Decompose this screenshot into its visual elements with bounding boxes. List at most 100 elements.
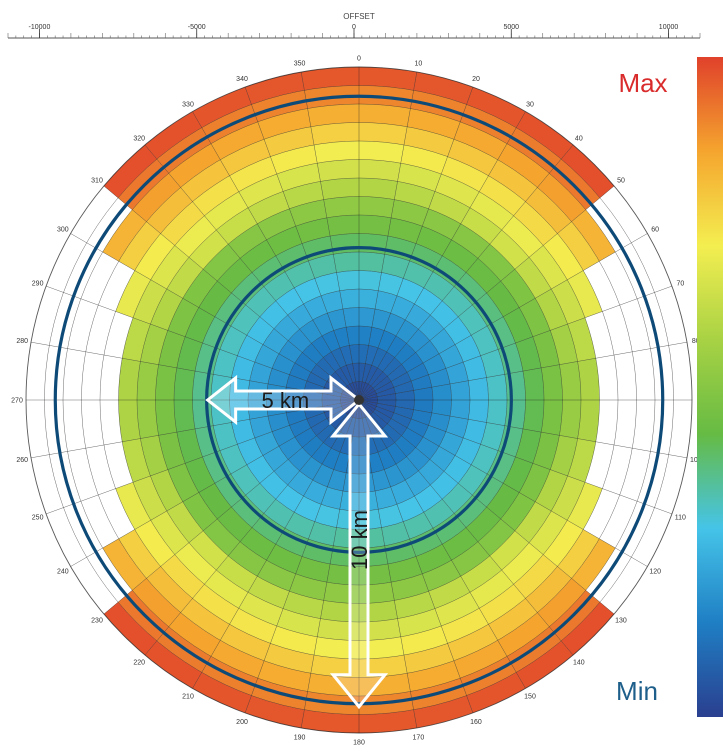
heatmap-cell: [228, 223, 267, 259]
heatmap-cell: [174, 542, 217, 585]
azimuth-label: 20: [472, 76, 480, 83]
heatmap-cell: [320, 178, 359, 200]
heatmap-cell: [571, 209, 616, 262]
heatmap-cell: [302, 343, 324, 365]
heatmap-cell: [155, 400, 177, 436]
heatmap-cell: [278, 437, 303, 460]
label-10km: 10 km: [347, 510, 372, 570]
heatmap-cell: [176, 336, 203, 372]
heatmap-cell: [442, 527, 478, 561]
heatmap-cell: [497, 143, 550, 188]
heatmap-cell: [216, 555, 258, 593]
heatmap-cell: [272, 353, 295, 375]
heatmap-cell: [407, 660, 461, 692]
heatmap-cell: [400, 144, 448, 175]
heatmap-cell: [276, 163, 321, 192]
heatmap-cell: [359, 509, 382, 530]
heatmap-cell: [375, 406, 394, 419]
heatmap-cell: [503, 307, 533, 344]
heatmap-cell: [286, 409, 307, 426]
heatmap-cell: [192, 175, 239, 216]
heatmap-cell: [220, 139, 271, 176]
heatmap-cell: [311, 335, 332, 358]
heatmap-cell: [403, 643, 454, 674]
heatmap-cell: [557, 529, 600, 579]
label-5km: 5 km: [261, 388, 309, 413]
heatmap-cell: [486, 281, 520, 317]
heatmap-cell: [567, 270, 603, 318]
heatmap-cell: [245, 483, 276, 514]
grid-spoke: [358, 399, 687, 459]
heatmap-cell: [362, 363, 372, 383]
heatmap-cell: [541, 364, 563, 400]
heatmap-cell: [391, 372, 412, 388]
azimuth-label: 60: [651, 227, 659, 234]
heatmap-cell: [535, 469, 568, 511]
heatmap-cell: [272, 425, 295, 447]
heatmap-cell: [202, 316, 231, 350]
heatmap-cell: [497, 612, 550, 657]
heatmap-cell: [275, 243, 309, 272]
heatmap-cell: [150, 245, 189, 289]
azimuth-label: 10: [414, 61, 422, 68]
heatmap-cell: [441, 156, 489, 192]
heatmap-cell: [365, 416, 378, 435]
heatmap-cell: [180, 159, 230, 202]
heatmap-cell: [308, 254, 337, 279]
heatmap-cell: [428, 412, 451, 432]
heatmap-cell: [204, 570, 248, 609]
azimuth-label: 110: [675, 514, 686, 521]
heatmap-cell: [418, 314, 445, 341]
heatmap-cell: [384, 313, 406, 336]
heatmap-cell: [251, 255, 285, 287]
heatmap-cell: [359, 252, 385, 273]
azimuth-label: 350: [294, 61, 306, 68]
heatmap-cell: [359, 418, 366, 437]
heatmap-cell: [229, 156, 277, 192]
heatmap-cell: [442, 483, 473, 514]
azimuth-label: 180: [353, 740, 365, 747]
heatmap-cell: [167, 298, 199, 337]
heatmap-cell: [192, 584, 239, 625]
heatmap-cell: [377, 351, 395, 372]
heatmap-cell: [310, 418, 331, 436]
heatmap-cell: [230, 304, 260, 336]
heatmap-cell: [118, 221, 161, 271]
heatmap-cell: [375, 381, 394, 394]
heatmap-cell: [333, 327, 350, 348]
offset-tick-label: 10000: [659, 24, 679, 31]
heatmap-cell: [387, 364, 408, 382]
heatmap-cell: [144, 111, 202, 160]
heatmap-cell: [373, 376, 392, 391]
azimuth-label: 80: [692, 338, 700, 345]
heatmap-cell: [561, 144, 615, 198]
heatmap-cell: [415, 340, 440, 363]
heatmap-cell: [441, 608, 489, 644]
heatmap-cell: [394, 435, 416, 457]
heatmap-cell: [316, 357, 336, 377]
heatmap-cell: [567, 482, 603, 530]
heatmap-cell: [245, 695, 305, 728]
grid-spoke: [358, 399, 672, 515]
heatmap-cell: [267, 412, 290, 432]
heatmap-cell: [422, 560, 461, 592]
heatmap-cell: [359, 655, 408, 678]
heatmap-cell: [393, 406, 414, 419]
heatmap-cell: [198, 281, 232, 317]
azimuth-label: 270: [11, 398, 23, 405]
heatmap-cell: [447, 139, 498, 176]
heatmap-cell: [525, 187, 572, 234]
heatmap-cell: [122, 438, 151, 483]
heatmap-cell: [257, 208, 296, 240]
heatmap-cell: [314, 636, 359, 659]
azimuth-label: 130: [615, 617, 627, 624]
heatmap-cell: [336, 270, 359, 291]
heatmap-cell: [541, 400, 563, 436]
heatmap-cell: [466, 672, 526, 713]
heatmap-cell: [160, 201, 205, 246]
heatmap-cell: [470, 191, 514, 230]
heatmap-cell: [387, 217, 423, 244]
heatmap-cell: [359, 270, 382, 291]
heatmap-cell: [486, 400, 507, 426]
heatmap-cell: [216, 207, 258, 245]
